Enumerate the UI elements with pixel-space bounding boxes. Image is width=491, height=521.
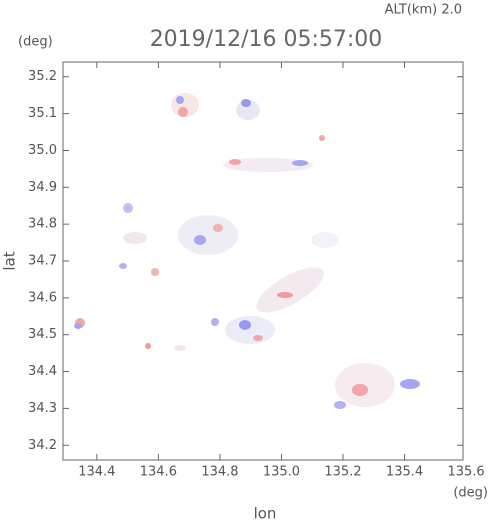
- y-tick-label: 35.0: [28, 143, 57, 158]
- x-tick-label: 135.0: [263, 465, 300, 480]
- x-tick-label: 135.6: [447, 465, 484, 480]
- radar-echoes: [74, 93, 420, 409]
- y-tick-label: 35.1: [28, 106, 57, 121]
- x-axis-label: lon: [254, 505, 277, 521]
- plot-frame: [62, 61, 464, 461]
- y-tick-label: 35.2: [28, 69, 57, 84]
- y-tick-label: 34.7: [28, 254, 57, 269]
- x-unit: (deg): [453, 486, 488, 501]
- y-tick-label: 34.8: [28, 217, 57, 232]
- y-tick-label: 34.9: [28, 180, 57, 195]
- altitude-label: ALT(km) 2.0: [385, 3, 462, 18]
- y-axis-label: lat: [1, 251, 19, 270]
- x-tick-label: 135.2: [324, 465, 361, 480]
- x-tick-label: 135.4: [386, 465, 423, 480]
- chart-title: 2019/12/16 05:57:00: [150, 27, 383, 52]
- y-tick-label: 34.6: [28, 290, 57, 305]
- y-tick-label: 34.3: [28, 401, 57, 416]
- x-tick-label: 134.8: [201, 465, 238, 480]
- y-tick-label: 34.5: [28, 327, 57, 342]
- y-tick-label: 34.4: [28, 364, 57, 379]
- x-tick-label: 134.4: [78, 465, 115, 480]
- x-tick-label: 134.6: [140, 465, 177, 480]
- y-tick-label: 34.2: [28, 438, 57, 453]
- y-unit: (deg): [18, 35, 53, 50]
